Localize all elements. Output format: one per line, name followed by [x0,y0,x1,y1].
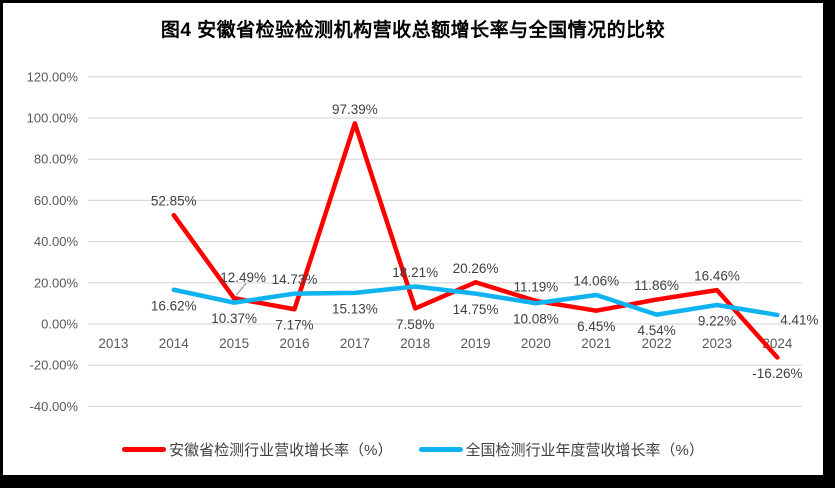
x-axis-tick-label: 2021 [581,336,611,351]
data-label: 4.54% [637,323,675,338]
data-label: 16.62% [151,298,197,313]
data-label: 12.49% [220,270,266,285]
legend-label-national: 全国检测行业年度营收增长率（%） [465,442,704,459]
data-label: 4.41% [780,312,818,327]
data-label: 14.73% [272,272,318,287]
data-label: 97.39% [332,102,378,117]
y-axis-tick-label: 0.00% [41,317,78,332]
national-revenue-growth-line [171,284,780,318]
y-axis-tick-label: -20.00% [30,358,79,373]
y-axis-tick-label: 60.00% [34,193,79,208]
x-axis-tick-label: 2013 [98,336,128,351]
data-label: 16.46% [694,269,740,284]
y-axis-tick-label: 100.00% [27,111,79,126]
data-label: 7.58% [396,317,434,332]
legend-item-anhui: 安徽省检测行业营收增长率（%） [122,439,393,460]
x-axis-tick-label: 2016 [279,336,309,351]
data-label: 14.06% [573,274,619,289]
anhui-red-line-swatch [122,447,167,452]
data-label: 52.85% [151,194,197,209]
y-axis-tick-label: 40.00% [34,234,79,249]
y-axis-tick-label: 80.00% [34,152,79,167]
data-label: 14.75% [453,302,499,317]
data-label: 20.26% [453,261,499,276]
y-axis-tick-label: -40.00% [30,399,79,414]
data-label: 11.86% [634,278,679,293]
legend-item-national: 全国检测行业年度营收增长率（%） [418,439,704,460]
x-axis-tick-label: 2018 [400,336,430,351]
data-label: 18.21% [392,265,438,280]
data-label: 9.22% [698,314,736,329]
data-label: 15.13% [332,301,378,316]
line-chart-plot-area: 120.00% 100.00% 80.00% 60.00% 40.00% 20.00% 0.… [27,69,819,414]
y-axis-tick-label: 20.00% [34,275,79,290]
label-leader-line [235,282,247,296]
y-axis-tick-label: 120.00% [27,69,79,84]
x-axis-tick-label: 2023 [702,336,732,351]
data-label: 10.37% [211,311,257,326]
x-axis-tick-label: 2014 [159,336,190,351]
x-axis-tick-label: 2017 [340,336,370,351]
data-label: 7.17% [275,318,313,333]
x-axis-tick-label: 2015 [219,336,249,351]
chart-title: 图4 安徽省检验检测机构营收总额增长率与全国情况的比较 [160,20,666,41]
legend-label-anhui: 安徽省检测行业营收增长率（%） [169,442,393,459]
national-blue-line-swatch [418,447,463,452]
data-label: 6.45% [577,319,615,334]
x-axis-tick-label: 2022 [642,336,672,351]
data-label: 11.19% [514,279,559,294]
data-label: 10.08% [513,312,559,327]
x-axis-tick-label: 2020 [521,336,551,351]
anhui-revenue-growth-line [171,121,780,360]
chart-legend: 安徽省检测行业营收增长率（%） 全国检测行业年度营收增长率（%） [3,439,823,460]
x-axis-tick-label: 2019 [461,336,491,351]
data-label: -16.26% [752,366,802,381]
